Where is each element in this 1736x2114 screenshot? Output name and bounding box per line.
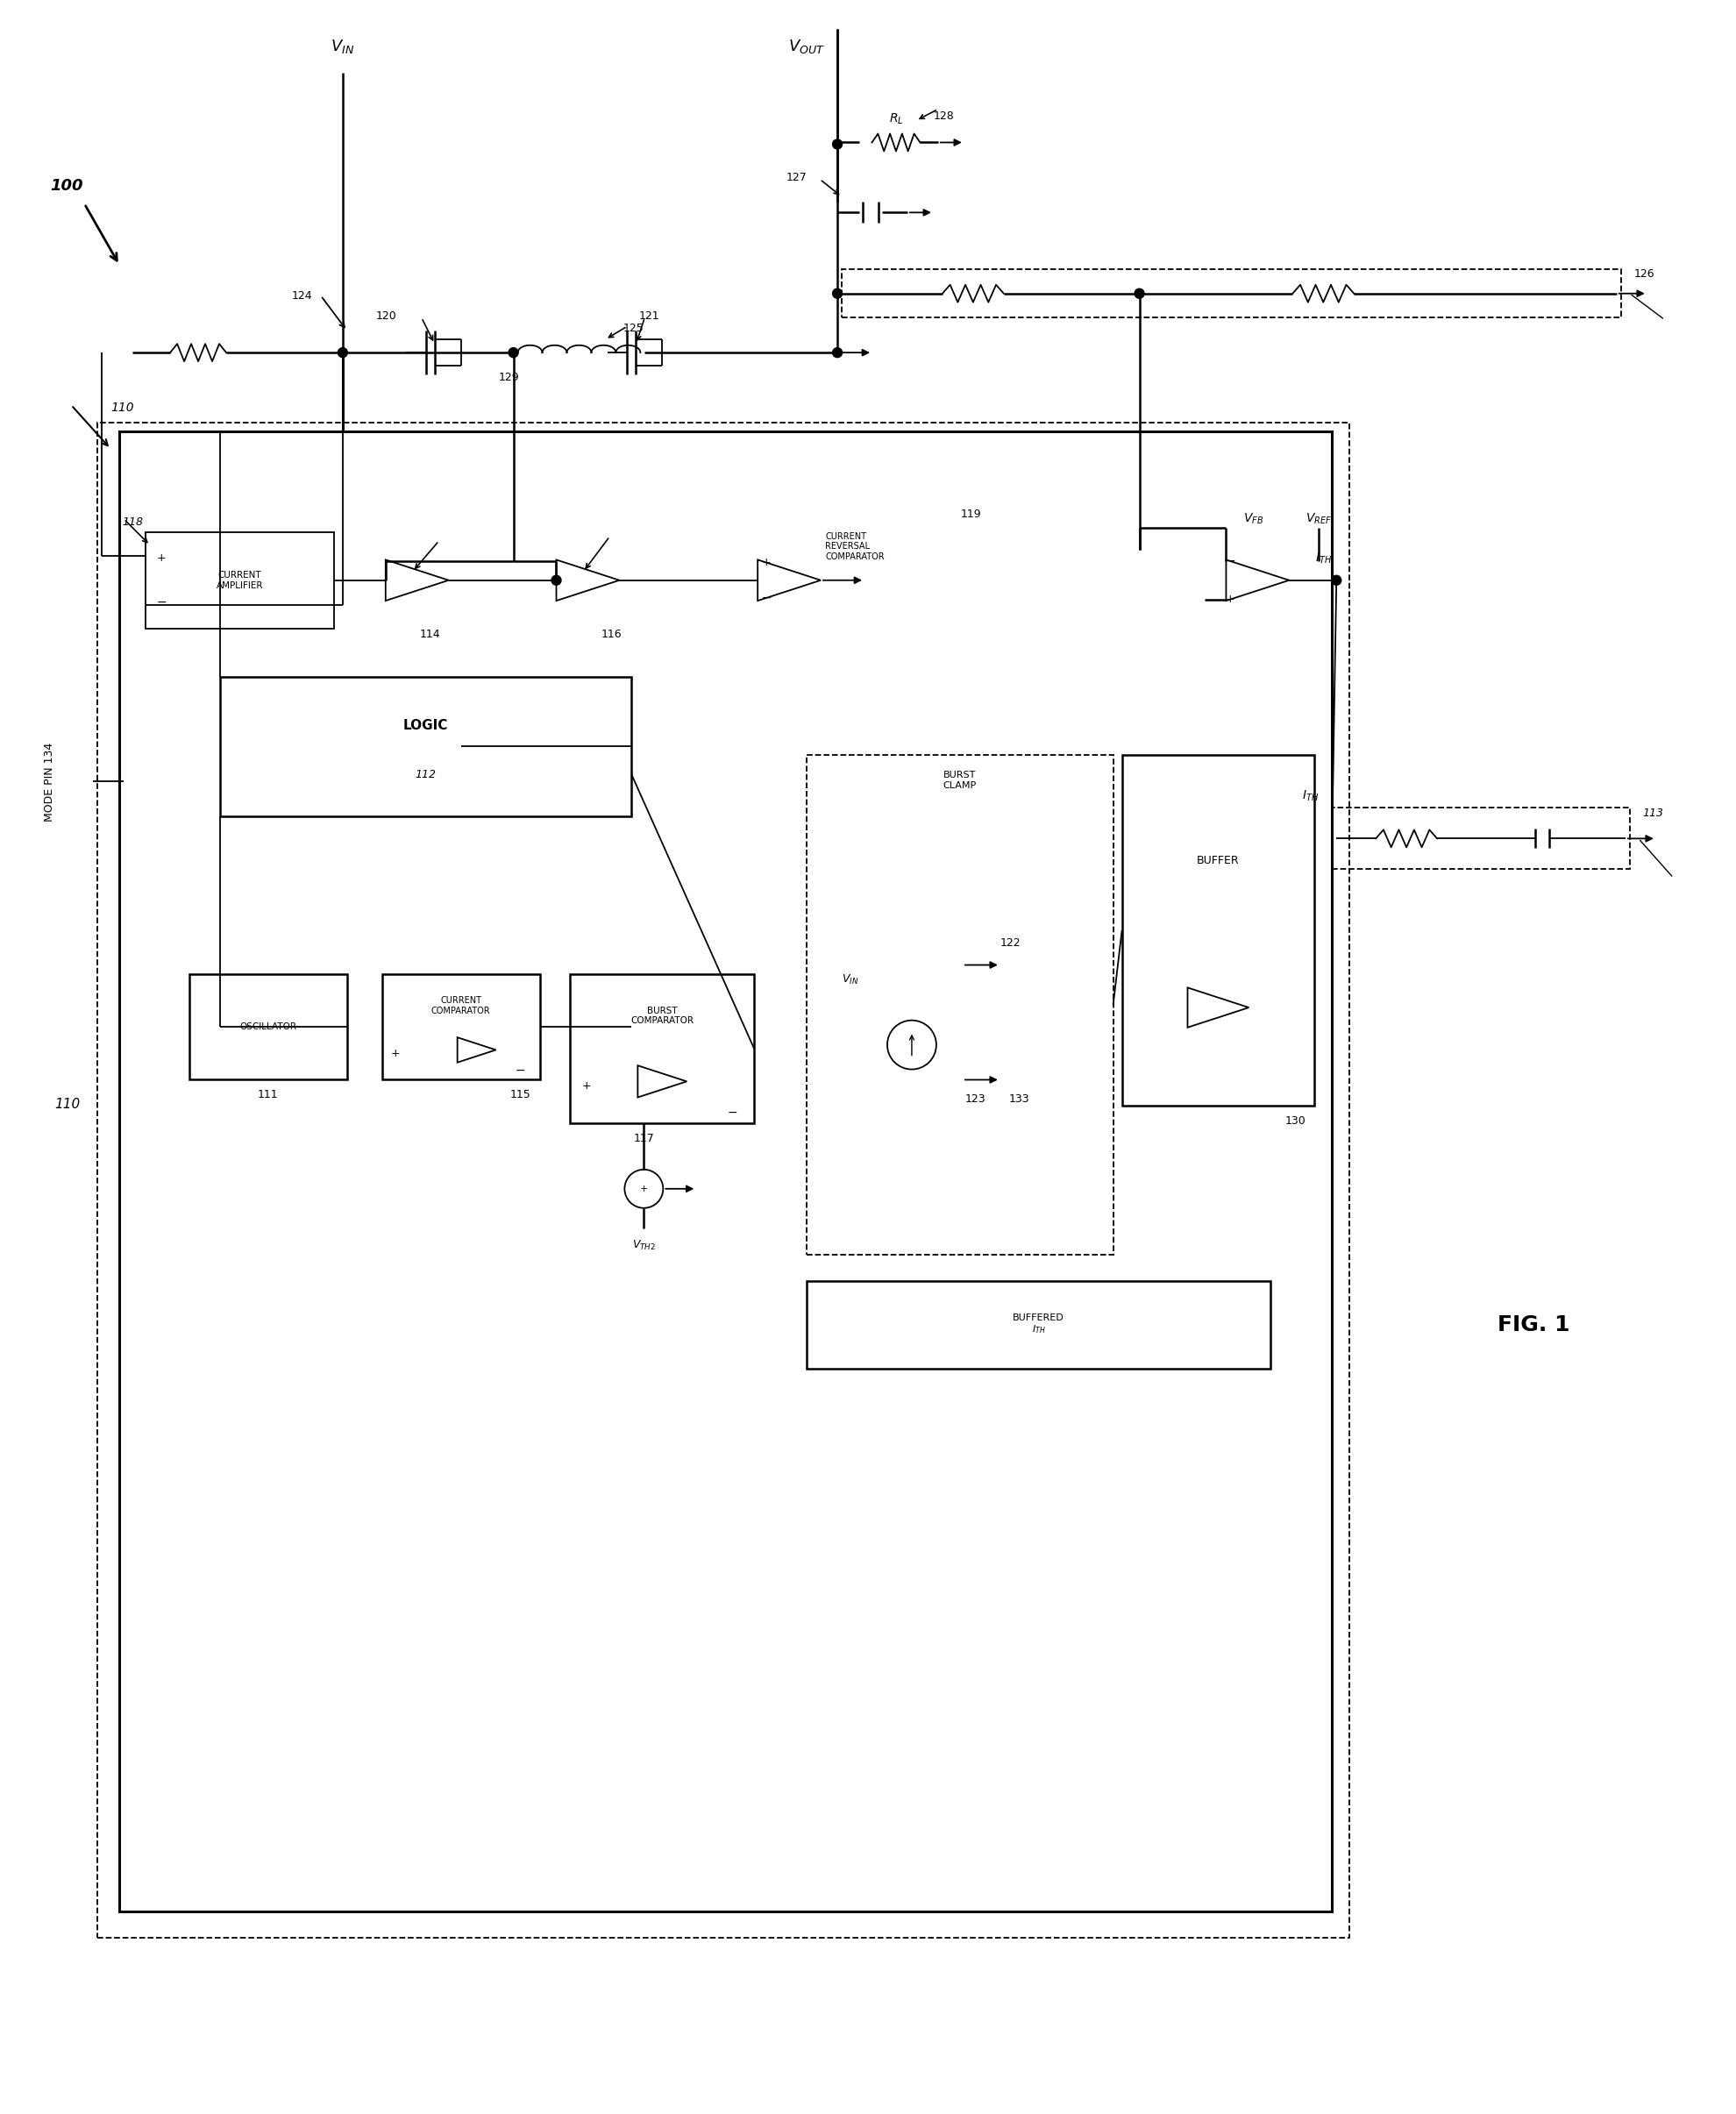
Text: 120: 120 (377, 311, 396, 321)
Text: 111: 111 (257, 1089, 278, 1101)
Text: 116: 116 (601, 628, 621, 641)
Text: $V_{IN}$: $V_{IN}$ (842, 972, 859, 987)
Text: 100: 100 (50, 178, 83, 194)
Text: $V_{OUT}$: $V_{OUT}$ (788, 38, 825, 55)
Text: $I_{TH}$: $I_{TH}$ (1302, 789, 1318, 803)
Text: +: + (1226, 594, 1234, 605)
Text: 114: 114 (420, 628, 441, 641)
Bar (1332, 808, 1628, 869)
Text: +: + (156, 552, 167, 564)
Bar (146, 533, 333, 628)
Circle shape (339, 349, 347, 357)
Text: −: − (727, 1106, 738, 1118)
Bar (382, 975, 540, 1080)
Bar (97, 423, 1349, 1936)
Text: 124: 124 (292, 290, 312, 302)
Text: 110: 110 (54, 1097, 80, 1110)
Text: +: + (762, 556, 771, 569)
Circle shape (509, 349, 517, 357)
Bar (220, 676, 632, 816)
Text: BURST
CLAMP: BURST CLAMP (943, 772, 976, 791)
Text: +: + (391, 1046, 399, 1059)
Text: $V_{IN}$: $V_{IN}$ (330, 38, 354, 55)
Text: 125: 125 (623, 321, 644, 334)
Text: OSCILLATOR: OSCILLATOR (240, 1023, 297, 1032)
Text: −: − (156, 596, 167, 609)
Text: 112: 112 (415, 769, 436, 780)
Text: 130: 130 (1285, 1116, 1305, 1127)
Text: 117: 117 (634, 1133, 654, 1144)
Text: 110: 110 (111, 402, 134, 414)
Bar (806, 1281, 1271, 1368)
Text: 123: 123 (965, 1093, 986, 1106)
Text: BUFFERED
$I_{TH}$: BUFFERED $I_{TH}$ (1012, 1313, 1064, 1336)
Text: $I_{TH}$: $I_{TH}$ (1314, 552, 1332, 567)
Circle shape (1134, 290, 1144, 298)
Text: 115: 115 (510, 1089, 531, 1101)
Circle shape (832, 290, 842, 298)
Text: $V_{TH2}$: $V_{TH2}$ (632, 1239, 656, 1251)
Text: 133: 133 (1009, 1093, 1029, 1106)
Text: BURST
COMPARATOR: BURST COMPARATOR (630, 1006, 693, 1025)
Text: MODE PIN 134: MODE PIN 134 (43, 742, 56, 820)
Text: 121: 121 (639, 311, 660, 321)
Text: BUFFER: BUFFER (1196, 854, 1240, 867)
Bar (569, 975, 753, 1123)
Text: +: + (639, 1184, 648, 1192)
Bar (120, 431, 1332, 1911)
Text: 126: 126 (1634, 268, 1654, 279)
Text: +: + (582, 1080, 590, 1091)
Bar (1121, 755, 1314, 1106)
Text: FIG. 1: FIG. 1 (1496, 1315, 1569, 1336)
Text: −: − (516, 1065, 526, 1076)
Circle shape (552, 575, 561, 586)
Text: 127: 127 (785, 171, 806, 184)
Text: CURRENT
AMPLIFIER: CURRENT AMPLIFIER (217, 571, 264, 590)
Text: $V_{REF}$: $V_{REF}$ (1305, 512, 1332, 526)
Circle shape (1332, 575, 1340, 586)
Text: 122: 122 (1000, 937, 1021, 949)
Circle shape (832, 140, 842, 148)
Text: $V_{FB}$: $V_{FB}$ (1243, 512, 1262, 526)
Text: 118: 118 (122, 516, 142, 528)
Text: −: − (1226, 554, 1234, 567)
Text: 113: 113 (1642, 808, 1663, 820)
Text: LOGIC: LOGIC (403, 719, 448, 731)
Text: CURRENT
REVERSAL
COMPARATOR: CURRENT REVERSAL COMPARATOR (825, 533, 884, 560)
Bar (806, 755, 1113, 1254)
Bar (189, 975, 347, 1080)
Text: 119: 119 (960, 509, 981, 520)
Text: $R_L$: $R_L$ (889, 112, 903, 127)
Text: CURRENT
COMPARATOR: CURRENT COMPARATOR (431, 996, 490, 1015)
Bar (842, 268, 1620, 317)
Text: −: − (760, 592, 771, 605)
Text: 129: 129 (498, 372, 519, 383)
Circle shape (832, 349, 842, 357)
Text: 128: 128 (934, 110, 955, 123)
